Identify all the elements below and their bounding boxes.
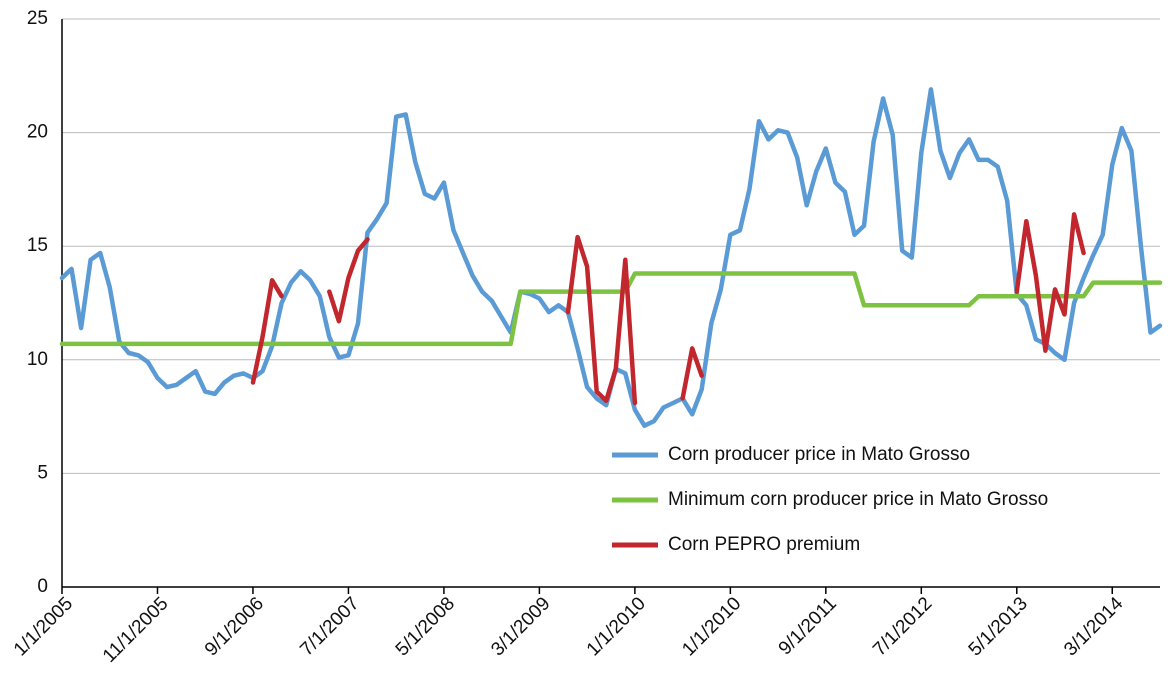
x-tick-label: 9/1/2011 xyxy=(775,593,841,659)
x-tick-label: 11/1/2005 xyxy=(99,593,173,667)
x-tick-label: 1/1/2010 xyxy=(678,593,745,660)
x-tick-label: 3/1/2009 xyxy=(487,593,554,660)
legend-label: Minimum corn producer price in Mato Gros… xyxy=(668,489,1048,510)
y-tick-label: 5 xyxy=(37,462,48,483)
y-tick-label: 10 xyxy=(27,349,48,370)
y-tick-label: 0 xyxy=(37,576,48,597)
y-tick-label: 20 xyxy=(27,122,48,143)
series-line xyxy=(250,212,1086,406)
x-tick-label: 7/1/2012 xyxy=(869,593,936,660)
x-tick-label: 5/1/2008 xyxy=(392,593,459,660)
x-tick-label: 1/1/2010 xyxy=(583,593,650,660)
legend-label: Corn PEPRO premium xyxy=(668,534,860,555)
x-tick-label: 3/1/2014 xyxy=(1060,593,1127,660)
x-tick-label: 1/1/2005 xyxy=(10,593,77,660)
x-tick-label: 9/1/2006 xyxy=(201,593,268,660)
y-tick-label: 15 xyxy=(27,235,48,256)
series-line xyxy=(59,87,1163,428)
series-line xyxy=(59,271,1163,347)
legend-label: Corn producer price in Mato Grosso xyxy=(668,444,970,465)
x-tick-label: 5/1/2013 xyxy=(965,593,1032,660)
y-tick-label: 25 xyxy=(27,8,48,29)
x-tick-label: 7/1/2007 xyxy=(296,593,363,660)
